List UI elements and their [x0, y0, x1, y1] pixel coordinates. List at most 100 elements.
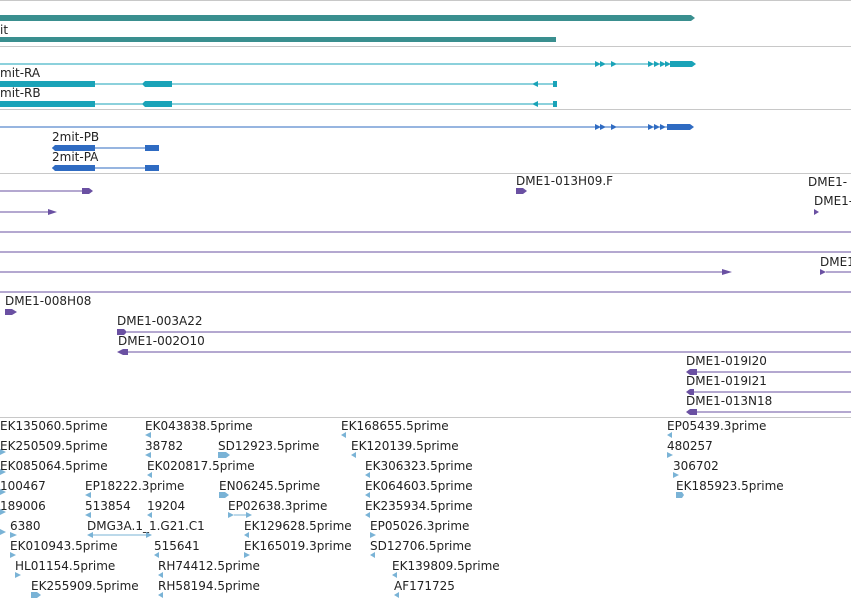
- transcript-feature[interactable]: [52, 145, 159, 151]
- est-label: EN06245.5prime: [219, 479, 320, 493]
- est-feature[interactable]: [15, 572, 21, 578]
- est-label: EK139809.5prime: [392, 559, 500, 573]
- est-feature[interactable]: [370, 532, 376, 538]
- est-label: 513854: [85, 499, 131, 513]
- est-feature[interactable]: [370, 552, 375, 558]
- est-feature[interactable]: [667, 452, 673, 458]
- clone-feature[interactable]: [686, 409, 851, 415]
- strand-arrow-icon: [648, 61, 671, 67]
- clone-track: DME1‑013H09.F DME1‑ DME1‑ DME1‑ DME1‑008…: [0, 174, 851, 415]
- est-feature[interactable]: [147, 472, 152, 478]
- gene-feature-bar[interactable]: [0, 37, 556, 42]
- clone-feature[interactable]: [0, 209, 57, 215]
- est-feature[interactable]: [244, 532, 249, 538]
- est-feature[interactable]: [85, 492, 91, 498]
- transcript-feature[interactable]: [0, 61, 696, 67]
- est-label: EK306323.5prime: [365, 459, 473, 473]
- clone-feature[interactable]: [0, 188, 93, 194]
- clone-feature[interactable]: [820, 269, 851, 275]
- transcript-label: 2mit‑PA: [52, 150, 99, 164]
- gene-feature-bar[interactable]: [0, 15, 695, 21]
- est-label: 480257: [667, 439, 713, 453]
- transcript-feature[interactable]: [0, 101, 557, 107]
- est-label: DMG3A.1_1.G21.C1: [87, 519, 205, 533]
- est-feature[interactable]: [244, 552, 250, 558]
- clone-feature[interactable]: [686, 369, 851, 375]
- est-label: EK235934.5prime: [365, 499, 473, 513]
- est-label: 100467: [0, 479, 46, 493]
- clone-label: DME1‑: [814, 194, 851, 208]
- est-feature[interactable]: [147, 512, 152, 518]
- clone-feature[interactable]: [117, 329, 851, 335]
- transcript-track-p: 2mit‑PB 2mit‑PA: [0, 124, 694, 171]
- strand-arrow-icon: [611, 61, 617, 67]
- est-label: 515641: [154, 539, 200, 553]
- clone-label: DME1‑019I20: [686, 354, 767, 368]
- est-label: EK165019.3prime: [244, 539, 352, 553]
- transcript-feature[interactable]: [52, 165, 159, 171]
- est-label: HL01154.5prime: [15, 559, 115, 573]
- est-label: EK043838.5prime: [145, 419, 253, 433]
- est-label: EK168655.5prime: [341, 419, 449, 433]
- clone-feature[interactable]: [686, 389, 851, 395]
- est-feature[interactable]: [145, 432, 151, 438]
- est-feature[interactable]: [392, 572, 397, 578]
- est-feature[interactable]: [0, 509, 6, 515]
- est-feature[interactable]: [10, 532, 17, 538]
- est-feature[interactable]: [158, 572, 163, 578]
- est-feature[interactable]: [341, 432, 346, 438]
- est-feature[interactable]: [673, 472, 679, 478]
- est-feature[interactable]: [0, 449, 6, 455]
- est-label: 189006: [0, 499, 46, 513]
- clone-label: DME1‑019I21: [686, 374, 767, 388]
- est-feature[interactable]: [365, 472, 370, 478]
- est-feature[interactable]: [365, 512, 370, 518]
- est-feature[interactable]: [145, 452, 151, 458]
- est-label: EK255909.5prime: [31, 579, 139, 593]
- est-feature[interactable]: [219, 492, 229, 498]
- clone-feature[interactable]: [814, 209, 819, 215]
- est-feature[interactable]: [158, 592, 163, 598]
- est-feature[interactable]: [676, 492, 684, 498]
- est-label: EK120139.5prime: [351, 439, 459, 453]
- est-label: EK020817.5prime: [147, 459, 255, 473]
- est-feature[interactable]: [0, 489, 6, 495]
- est-feature[interactable]: [218, 452, 230, 458]
- transcript-track-r: mit‑RA mit‑RB: [0, 61, 696, 107]
- est-feature[interactable]: [87, 532, 152, 538]
- est-label: SD12923.5prime: [218, 439, 319, 453]
- transcript-label: 2mit‑PB: [52, 130, 99, 144]
- clone-label: DME1‑: [820, 255, 851, 269]
- transcript-feature[interactable]: [0, 124, 694, 130]
- clone-label: DME1‑013N18: [686, 394, 772, 408]
- est-label: EP05439.3prime: [667, 419, 766, 433]
- strand-arrow-icon: [648, 124, 666, 130]
- est-feature[interactable]: [365, 492, 370, 498]
- est-track: EK135060.5prime EK250509.5prime EK085064…: [0, 419, 784, 598]
- est-feature[interactable]: [31, 592, 41, 598]
- est-label: RH58194.5prime: [158, 579, 260, 593]
- est-feature[interactable]: [85, 512, 91, 518]
- est-feature[interactable]: [0, 469, 6, 475]
- est-feature[interactable]: [154, 552, 159, 558]
- est-label: EP02638.3prime: [228, 499, 327, 513]
- transcript-feature[interactable]: [0, 81, 557, 87]
- est-feature[interactable]: [351, 452, 356, 458]
- clone-feature[interactable]: [0, 269, 732, 275]
- transcript-label: mit‑RA: [0, 66, 41, 80]
- est-feature[interactable]: [0, 529, 6, 535]
- est-label: EK135060.5prime: [0, 419, 108, 433]
- est-label: RH74412.5prime: [158, 559, 260, 573]
- clone-label: DME1‑: [808, 175, 847, 189]
- est-label: EK129628.5prime: [244, 519, 352, 533]
- est-feature[interactable]: [228, 512, 252, 518]
- clone-feature[interactable]: [516, 188, 527, 194]
- est-feature[interactable]: [667, 432, 672, 438]
- est-label: SD12706.5prime: [370, 539, 471, 553]
- est-label: 6380: [10, 519, 41, 533]
- clone-feature[interactable]: [5, 309, 17, 315]
- est-feature[interactable]: [394, 592, 399, 598]
- est-feature[interactable]: [10, 552, 16, 558]
- est-label: EP05026.3prime: [370, 519, 469, 533]
- clone-feature[interactable]: [117, 349, 851, 355]
